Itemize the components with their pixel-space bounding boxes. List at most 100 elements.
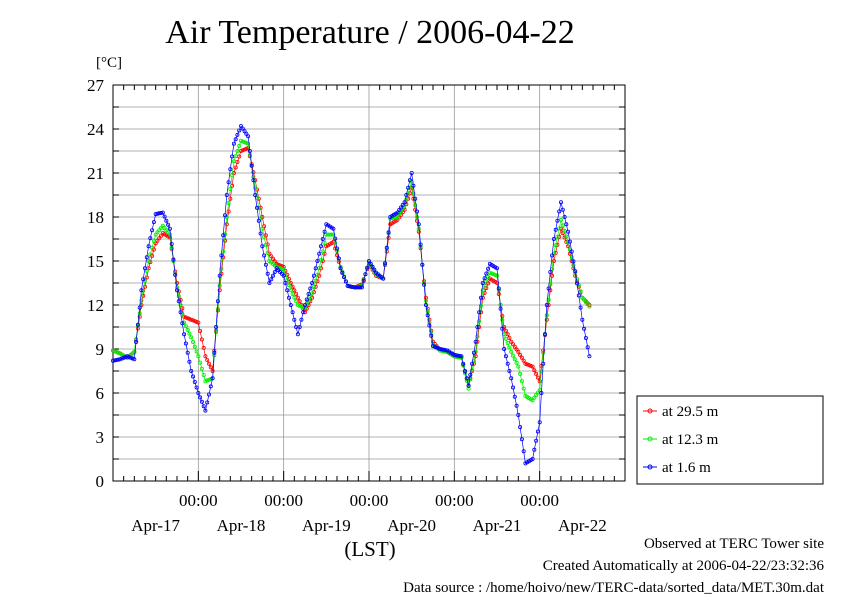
data-point — [205, 378, 210, 383]
data-point — [532, 395, 537, 400]
data-point — [551, 236, 556, 241]
x-day-label: Apr-21 — [473, 516, 522, 535]
data-point — [187, 359, 192, 364]
data-point — [480, 280, 485, 285]
data-point — [235, 159, 240, 164]
data-point — [215, 299, 220, 304]
data-point — [235, 132, 240, 137]
data-point — [503, 328, 508, 333]
data-point — [219, 253, 224, 258]
data-point — [331, 226, 336, 231]
data-point — [272, 269, 277, 274]
data-point — [484, 279, 489, 284]
data-point — [521, 386, 526, 391]
data-point — [521, 449, 526, 454]
data-point — [382, 261, 387, 266]
data-point — [502, 346, 507, 351]
data-point — [518, 352, 523, 357]
data-point — [190, 318, 195, 323]
data-point — [224, 222, 229, 227]
data-point — [349, 284, 354, 289]
data-point — [420, 262, 425, 267]
x-day-label: Apr-20 — [387, 516, 436, 535]
data-point — [199, 337, 204, 342]
data-point — [233, 137, 238, 142]
data-point — [256, 218, 261, 223]
data-point — [231, 141, 236, 146]
series-line — [112, 140, 590, 401]
data-point — [299, 317, 304, 322]
data-point — [546, 286, 551, 291]
data-point — [510, 353, 515, 358]
y-tick-label: 6 — [96, 384, 105, 403]
data-point — [112, 358, 117, 363]
data-point — [270, 273, 275, 278]
data-point — [203, 354, 208, 359]
data-point — [194, 349, 199, 354]
legend-box — [636, 395, 824, 485]
data-point — [480, 288, 485, 293]
data-point — [400, 202, 405, 207]
series-1 — [111, 146, 592, 388]
data-point — [235, 148, 240, 153]
data-point — [253, 192, 258, 197]
data-point — [139, 288, 144, 293]
data-point — [482, 276, 487, 281]
data-point — [269, 277, 274, 282]
data-point — [203, 408, 208, 413]
data-point — [464, 376, 469, 381]
data-point — [519, 437, 524, 442]
data-point — [111, 348, 116, 353]
data-point — [411, 191, 416, 196]
data-point — [436, 346, 441, 351]
data-point — [283, 280, 288, 285]
data-point — [290, 284, 295, 289]
data-point — [507, 368, 512, 373]
data-point — [222, 213, 227, 218]
data-point — [411, 183, 416, 188]
data-point — [212, 350, 217, 355]
data-point — [190, 339, 195, 344]
data-point — [537, 379, 542, 384]
data-point — [544, 313, 549, 318]
data-point — [466, 383, 471, 388]
data-point — [363, 272, 368, 277]
data-point — [240, 126, 245, 131]
data-point — [254, 205, 259, 210]
footer-created: Created Automatically at 2006-04-22/23:3… — [542, 558, 824, 574]
data-point — [347, 284, 352, 289]
data-point — [137, 311, 142, 316]
data-point — [134, 339, 139, 344]
data-point — [525, 362, 530, 367]
data-point — [183, 324, 188, 329]
data-point — [304, 297, 309, 302]
data-point — [244, 131, 249, 136]
legend-label: at 1.6 m — [662, 460, 711, 476]
y-tick-label: 24 — [87, 120, 105, 139]
data-point — [393, 215, 398, 220]
data-point — [315, 258, 320, 263]
x-axis: 00:00 Apr-17 00:00 Apr-18 00:00 Apr-19 00:00 Ap… — [123, 85, 615, 535]
data-point — [302, 302, 307, 307]
data-point — [142, 266, 147, 271]
data-point — [430, 344, 435, 349]
data-point — [162, 214, 167, 219]
data-point — [246, 141, 251, 146]
data-point — [141, 277, 146, 282]
data-point — [294, 299, 299, 304]
data-point — [297, 324, 302, 329]
data-point — [201, 345, 206, 350]
data-point — [475, 324, 480, 329]
data-point — [215, 306, 220, 311]
data-point — [244, 146, 249, 151]
data-point — [180, 321, 185, 326]
data-point — [158, 210, 163, 215]
data-point — [544, 302, 549, 307]
data-point — [455, 353, 460, 358]
data-point — [317, 251, 322, 256]
data-point — [176, 299, 181, 304]
data-point — [148, 252, 153, 257]
data-point — [174, 288, 179, 293]
data-point — [350, 284, 355, 289]
data-point — [144, 268, 149, 273]
